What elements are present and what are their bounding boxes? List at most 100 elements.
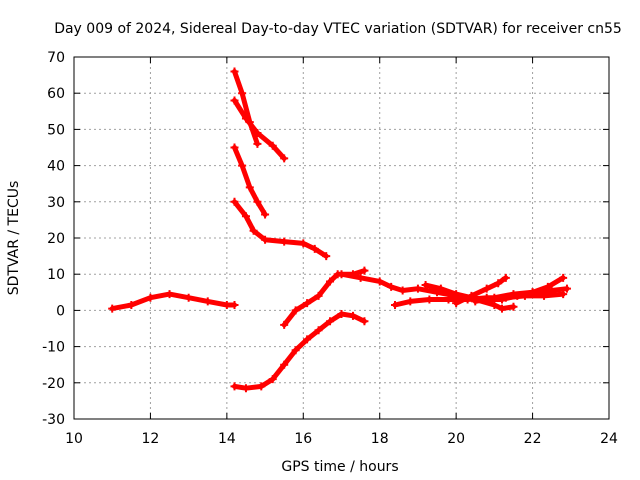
data-point [356, 273, 365, 282]
data-point [230, 197, 239, 206]
data-point [444, 295, 453, 304]
data-point [421, 281, 430, 290]
data-point [509, 302, 518, 311]
data-point [387, 282, 396, 291]
data-point [184, 293, 193, 302]
data-point [398, 286, 407, 295]
y-tick-label: 30 [47, 195, 65, 211]
data-point [291, 346, 300, 355]
y-tick-label: 70 [47, 50, 65, 66]
data-point [528, 288, 537, 297]
data-point [268, 375, 277, 384]
data-point [261, 210, 270, 219]
data-series-layer [108, 67, 571, 393]
data-point [337, 270, 346, 279]
data-point [375, 277, 384, 286]
x-axis-label: GPS time / hours [281, 459, 398, 475]
data-point [280, 320, 289, 329]
x-tick-label: 22 [524, 431, 542, 447]
data-point [425, 295, 434, 304]
data-point [348, 311, 357, 320]
data-point [303, 299, 312, 308]
y-tick-label: 10 [47, 267, 65, 283]
data-point [494, 279, 503, 288]
data-point [253, 197, 262, 206]
y-axis-label: SDTVAR / TECUs [6, 181, 22, 296]
data-point [257, 382, 266, 391]
chart-title: Day 009 of 2024, Sidereal Day-to-day VTE… [54, 21, 622, 37]
data-point [406, 297, 415, 306]
y-tick-label: 50 [47, 122, 65, 138]
x-tick-label: 24 [600, 431, 618, 447]
data-point [452, 299, 461, 308]
data-point [314, 291, 323, 300]
data-point [452, 290, 461, 299]
data-point [391, 300, 399, 309]
data-point [261, 235, 270, 244]
x-tick-label: 16 [294, 431, 312, 447]
data-point [222, 300, 231, 309]
data-point [562, 284, 571, 293]
data-point [230, 300, 239, 309]
data-point [291, 306, 300, 315]
series-track-11 [452, 273, 510, 308]
x-tick-label: 12 [142, 431, 160, 447]
data-point [238, 89, 247, 98]
axis-ticks: 10 12 14 16 18 20 22 24 -30 -20 -10 0 10 20 30 40 50 60 70 [42, 50, 618, 447]
data-point [280, 360, 289, 369]
data-point [280, 237, 289, 246]
data-point [249, 226, 258, 235]
data-point [322, 252, 331, 261]
data-point [490, 293, 499, 302]
data-point [241, 212, 250, 221]
series-track-6 [230, 310, 369, 393]
data-point [108, 304, 117, 313]
y-tick-label: -30 [42, 412, 65, 428]
data-point [146, 293, 155, 302]
series-track-4 [230, 143, 270, 219]
data-point [501, 273, 510, 282]
data-point [498, 304, 506, 313]
data-point [230, 67, 239, 76]
data-point [241, 384, 250, 393]
data-point [241, 114, 250, 123]
data-point [280, 154, 289, 163]
data-point [230, 96, 239, 105]
x-tick-label: 10 [65, 431, 83, 447]
data-point [165, 290, 174, 299]
y-tick-label: 0 [56, 303, 65, 319]
x-tick-label: 18 [371, 431, 389, 447]
y-tick-label: -20 [42, 376, 65, 392]
series-track-1 [108, 290, 239, 313]
data-point [360, 266, 369, 275]
y-tick-label: 40 [47, 159, 65, 175]
data-point [559, 273, 568, 282]
data-point [471, 297, 480, 306]
data-point [314, 326, 323, 335]
data-point [230, 382, 239, 391]
data-point [245, 183, 254, 192]
y-tick-label: 20 [47, 231, 65, 247]
data-point [482, 284, 491, 293]
data-point [326, 277, 335, 286]
series-track-8 [337, 270, 518, 313]
data-point [127, 300, 136, 309]
data-point [326, 317, 335, 326]
data-point [509, 290, 518, 299]
data-point [299, 239, 308, 248]
y-tick-label: -10 [42, 340, 65, 356]
data-point [253, 129, 262, 138]
x-tick-label: 20 [447, 431, 465, 447]
data-point [230, 143, 239, 152]
x-tick-label: 14 [218, 431, 236, 447]
grid [74, 57, 609, 419]
series-track-12 [471, 284, 571, 306]
series-track-5 [230, 197, 331, 261]
data-point [203, 297, 212, 306]
data-point [360, 317, 369, 326]
data-point [268, 141, 277, 150]
data-point [436, 284, 445, 293]
data-point [253, 139, 262, 148]
data-point [310, 244, 319, 253]
